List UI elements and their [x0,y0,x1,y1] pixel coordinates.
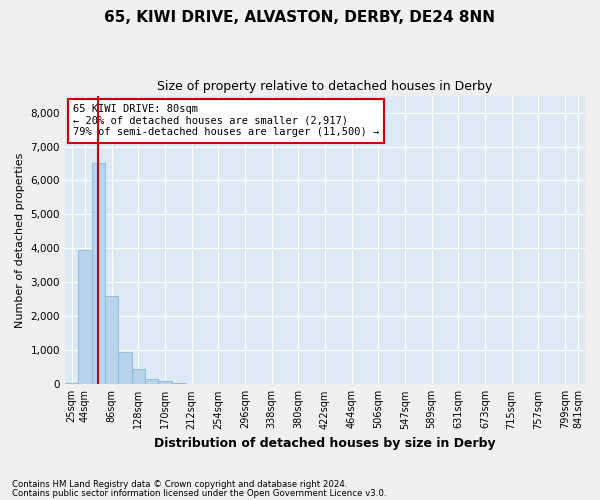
Bar [65,382,78,384]
Text: 65, KIWI DRIVE, ALVASTON, DERBY, DE24 8NN: 65, KIWI DRIVE, ALVASTON, DERBY, DE24 8N… [104,10,496,25]
Text: Contains HM Land Registry data © Crown copyright and database right 2024.: Contains HM Land Registry data © Crown c… [12,480,347,489]
Bar [118,352,131,384]
Bar [78,250,92,384]
Bar [145,379,158,384]
Bar [172,382,185,384]
Text: Contains public sector information licensed under the Open Government Licence v3: Contains public sector information licen… [12,488,386,498]
Bar [158,381,172,384]
X-axis label: Distribution of detached houses by size in Derby: Distribution of detached houses by size … [154,437,496,450]
Bar [131,369,145,384]
Y-axis label: Number of detached properties: Number of detached properties [15,152,25,328]
Title: Size of property relative to detached houses in Derby: Size of property relative to detached ho… [157,80,493,93]
Text: 65 KIWI DRIVE: 80sqm
← 20% of detached houses are smaller (2,917)
79% of semi-de: 65 KIWI DRIVE: 80sqm ← 20% of detached h… [73,104,379,138]
Bar [105,296,118,384]
Bar [92,164,105,384]
